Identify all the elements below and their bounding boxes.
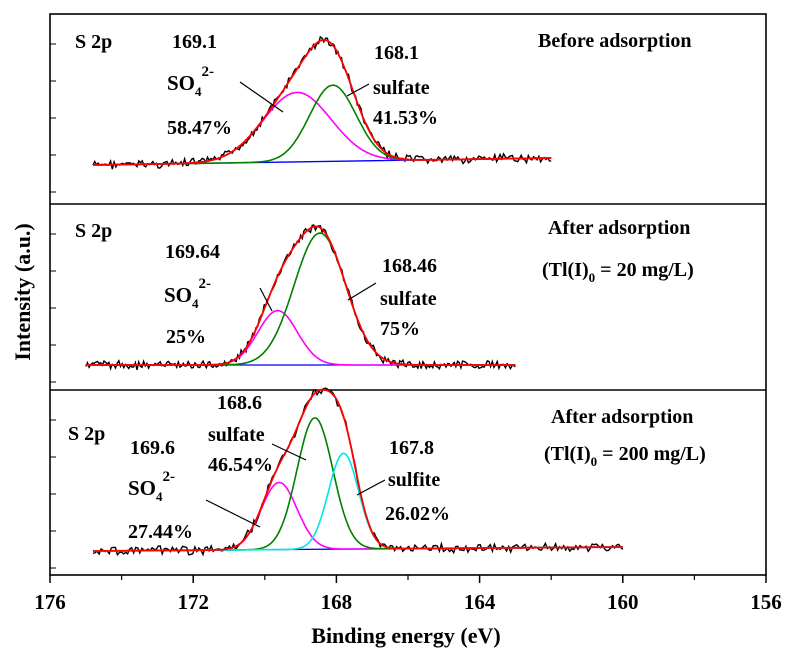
- panel2-condition-detail: (Tl(I)0 = 20 mg/L): [542, 259, 694, 285]
- panel1-element-label: S 2p: [75, 31, 112, 53]
- panel1-condition-label: Before adsorption: [538, 30, 692, 52]
- peak-component-line: [85, 232, 516, 366]
- fitted-envelope-line: [93, 38, 552, 166]
- panel3-sulfate-position: 168.6: [217, 392, 262, 414]
- panel3-so4-position: 169.6: [130, 437, 175, 459]
- panel3-element-label: S 2p: [68, 423, 105, 445]
- panel2-so4-percent: 25%: [166, 326, 206, 348]
- panel2-sulfate-arrow: [347, 282, 377, 301]
- panel3-sulfate-species: sulfate: [208, 424, 265, 446]
- panel1-so4-position: 169.1: [172, 31, 217, 53]
- raw-spectrum-line: [92, 35, 552, 170]
- peak-component-line: [93, 84, 552, 166]
- panel2-sulfate-position: 168.46: [382, 255, 437, 277]
- panel3-sulfate-arrow: [271, 443, 307, 461]
- raw-spectrum-line: [85, 224, 516, 372]
- x-tick-label: 160: [607, 590, 639, 614]
- x-tick-label: 156: [750, 590, 782, 614]
- panel2-sulfate-percent: 75%: [380, 318, 420, 340]
- x-axis-ticks: 176 172 168 164 160 156: [34, 43, 782, 614]
- panel1-sulfate-position: 168.1: [374, 42, 419, 64]
- y-axis-title: Intensity (a.u.): [10, 223, 35, 361]
- x-tick-label: 168: [321, 590, 353, 614]
- fitted-envelope-line: [93, 388, 623, 552]
- spectra-curves: [85, 35, 624, 557]
- panel3-sulfite-species: sulfite: [388, 469, 440, 491]
- panel2-so4-arrow: [259, 287, 273, 312]
- panel3-condition-label: After adsorption: [551, 406, 693, 428]
- panel3-sulfite-percent: 26.02%: [385, 503, 450, 525]
- panel3-sulfite-position: 167.8: [389, 437, 434, 459]
- peak-component-line: [85, 309, 516, 366]
- panel3-so4-species: SO42-: [128, 469, 175, 504]
- panel2-element-label: S 2p: [75, 220, 112, 242]
- panel2-so4-species: SO42-: [164, 276, 211, 311]
- panel2-so4-position: 169.64: [165, 241, 220, 263]
- panel2-sulfate-species: sulfate: [380, 288, 437, 310]
- panel1-so4-percent: 58.47%: [167, 117, 232, 139]
- panel3-so4-percent: 27.44%: [128, 521, 193, 543]
- x-tick-label: 164: [464, 590, 496, 614]
- panel1-sulfate-species: sulfate: [373, 77, 430, 99]
- panel2-condition-label: After adsorption: [548, 217, 690, 239]
- x-tick-label: 172: [177, 590, 209, 614]
- x-tick-label: 176: [34, 590, 66, 614]
- panel1-so4-species: SO42-: [167, 64, 214, 99]
- fitted-envelope-line: [85, 225, 516, 366]
- panel3-sulfate-percent: 46.54%: [208, 454, 273, 476]
- panel1-sulfate-percent: 41.53%: [373, 107, 438, 129]
- peak-component-line: [93, 91, 552, 166]
- panel3-condition-detail: (Tl(I)0 = 200 mg/L): [544, 443, 706, 469]
- x-axis-title: Binding energy (eV): [311, 623, 500, 648]
- panel3-sulfite-arrow: [356, 479, 386, 496]
- panel3-so4-arrow: [205, 499, 261, 528]
- panel1-so4-arrow: [239, 81, 284, 113]
- panel1-sulfate-arrow: [346, 83, 370, 97]
